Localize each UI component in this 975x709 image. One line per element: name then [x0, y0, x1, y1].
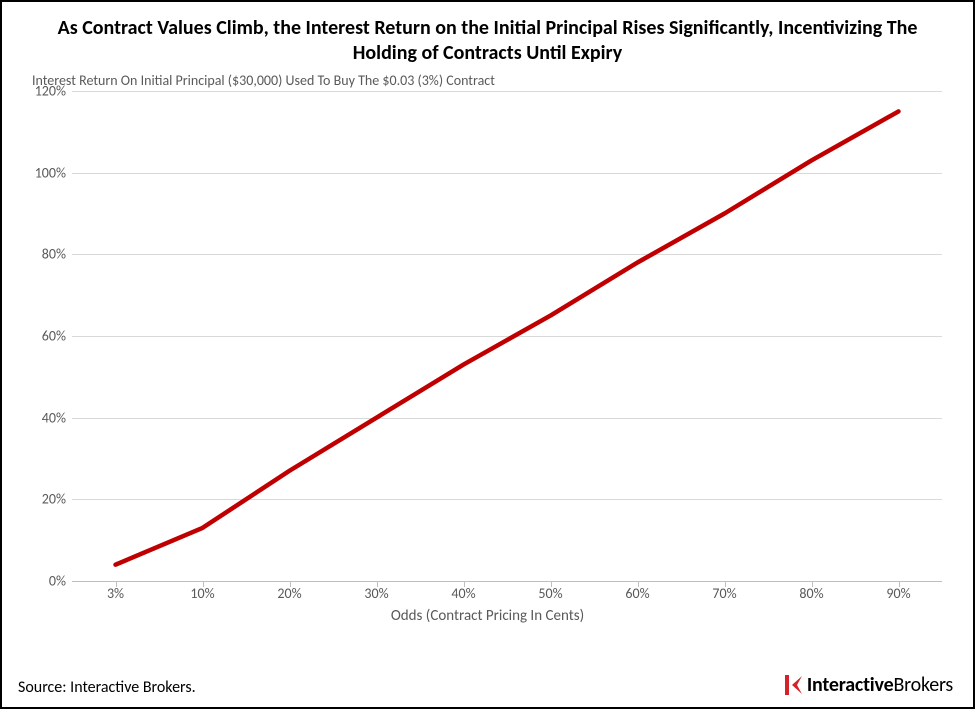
y-tick-label: 40%: [42, 409, 66, 426]
x-tick-label: 60%: [625, 585, 649, 602]
chart-frame: As Contract Values Climb, the Interest R…: [0, 0, 975, 709]
brand-text: InteractiveBrokers: [807, 673, 953, 697]
y-tick-label: 80%: [42, 246, 66, 263]
y-tick-label: 120%: [35, 83, 66, 100]
y-tick-label: 60%: [42, 328, 66, 345]
y-tick-label: 20%: [42, 491, 66, 508]
x-tick-label: 30%: [364, 585, 388, 602]
x-axis-label: Odds (Contract Pricing In Cents): [22, 607, 953, 625]
brand-icon: [783, 673, 803, 697]
plot-wrap: 0%20%40%60%80%100%120%3%10%20%30%40%50%6…: [22, 91, 953, 625]
brand-text-bold: Interactive: [807, 673, 894, 697]
x-tick-label: 40%: [451, 585, 475, 602]
x-tick-label: 90%: [886, 585, 910, 602]
y-tick-label: 0%: [49, 573, 66, 590]
chart-subtitle: Interest Return On Initial Principal ($3…: [32, 72, 953, 89]
y-tick-label: 100%: [35, 164, 66, 181]
x-tick-label: 80%: [799, 585, 823, 602]
x-tick-label: 3%: [107, 585, 124, 602]
brand-logo: InteractiveBrokers: [783, 673, 953, 697]
x-tick-label: 20%: [277, 585, 301, 602]
x-tick-label: 70%: [712, 585, 736, 602]
x-tick-label: 10%: [190, 585, 214, 602]
plot-area: 0%20%40%60%80%100%120%3%10%20%30%40%50%6…: [72, 91, 942, 581]
source-text: Source: Interactive Brokers.: [18, 678, 196, 697]
brand-text-rest: Brokers: [893, 673, 953, 697]
chart-title: As Contract Values Climb, the Interest R…: [32, 16, 943, 66]
data-line: [72, 91, 942, 581]
x-tick-label: 50%: [538, 585, 562, 602]
